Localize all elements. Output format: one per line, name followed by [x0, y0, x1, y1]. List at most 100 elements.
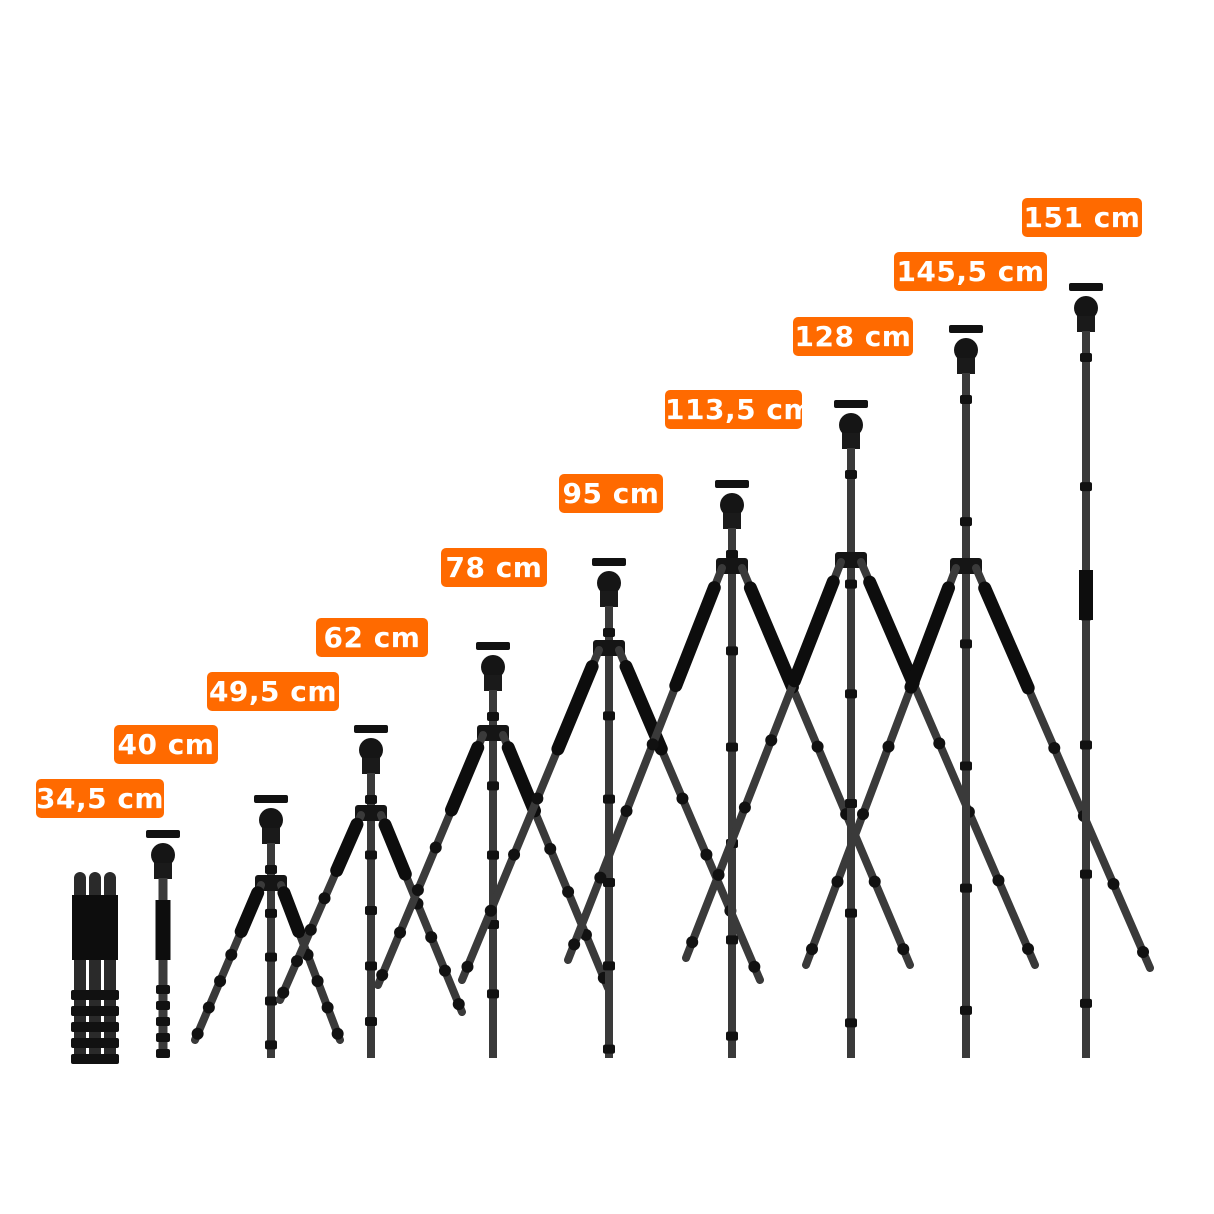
tripod-6-leg-0-lock — [646, 738, 659, 751]
tripod-4-leg-0-lock — [429, 841, 442, 854]
tripod-3-leg-0-lock — [304, 923, 317, 936]
folded-leg-lock-1 — [86, 1022, 104, 1032]
monopod-lock — [156, 1049, 170, 1058]
tripod-5-center-lock — [603, 711, 615, 721]
tripod-3-leg-1-lock — [425, 931, 438, 944]
tripod-3-center-lock — [365, 850, 377, 860]
tripod-3-leg-0-lock — [318, 892, 331, 905]
tripod-3-leg-1-lock — [438, 964, 451, 977]
height-label-7: 128 cm — [793, 317, 913, 356]
tripod-2-leg-0-lock — [214, 975, 227, 988]
tripod-8-center-lock — [960, 883, 972, 893]
tripod-4-center-lock — [487, 712, 499, 721]
monopod-lock — [156, 1001, 170, 1010]
folded-leg-lock-2 — [101, 990, 119, 1000]
tripod-3-center-lock — [365, 1017, 377, 1026]
tripod-4-center-lock — [487, 781, 499, 791]
ballhead-ball-7 — [839, 413, 863, 437]
tripod-5-center-lock — [603, 794, 615, 804]
tripod-7-leg-1-grip — [863, 575, 920, 690]
tripod-6-center-lock — [726, 1031, 738, 1041]
ballhead-plate-icon-2 — [254, 795, 288, 803]
tripod-6-center-lock — [726, 742, 738, 752]
ballhead-base-1 — [154, 863, 172, 879]
tripod-2-leg-0-lock — [202, 1001, 215, 1014]
tripod-9-center-lock — [1080, 353, 1092, 362]
ballhead-base-9 — [1077, 316, 1095, 332]
height-label-5: 95 cm — [559, 474, 663, 513]
ballhead-ball-2 — [259, 808, 283, 832]
height-label-8: 145,5 cm — [894, 252, 1047, 291]
tripod-2-center-lock — [265, 952, 277, 962]
tripod-4-center-lock — [487, 989, 499, 999]
ballhead-base-8 — [957, 358, 975, 374]
tripod-5-leg-0-grip — [551, 660, 599, 756]
tripod-3-center-lock — [365, 961, 377, 971]
tripod-4-leg-0-lock — [411, 884, 424, 896]
tripod-6-leg-1-lock — [811, 740, 824, 753]
tripod-2-leg-0-lock — [225, 948, 238, 961]
folded-leg-lock-2 — [101, 1054, 119, 1064]
tripod-3-leg-1-grip — [378, 818, 412, 881]
height-label-2: 49,5 cm — [207, 672, 339, 711]
ballhead-base-7 — [842, 433, 860, 449]
tripod-5-leg-0-lock — [508, 848, 521, 861]
ballhead-plate-icon-7 — [834, 400, 868, 408]
tripod-9-center-lock — [1080, 482, 1092, 492]
ballhead-base-6 — [723, 513, 741, 529]
tripod-3-center-lock — [365, 795, 377, 804]
tripod-8-center-lock — [960, 1005, 972, 1015]
ballhead-ball-6 — [720, 493, 744, 517]
tripod-8-leg-1-lock — [1137, 946, 1150, 958]
folded-leg-lock-0 — [71, 1054, 89, 1064]
monopod-lock — [156, 1033, 170, 1042]
tripod-5-center-lock — [603, 961, 615, 971]
folded-leg-lock-1 — [86, 990, 104, 1000]
tripod-6-center-lock — [726, 646, 738, 656]
height-label-1: 40 cm — [114, 725, 218, 764]
tripod-5-leg-1-lock — [700, 848, 713, 861]
ballhead-plate-icon-3 — [354, 725, 388, 733]
tripod-6-leg-1-lock — [868, 875, 881, 888]
tripod-7-center-lock — [845, 579, 857, 589]
ballhead-ball-3 — [359, 738, 383, 762]
tripod-7-center-lock — [845, 470, 857, 479]
tripod-3-leg-0-lock — [277, 986, 290, 999]
tripod-2-center-lock — [265, 908, 277, 918]
ballhead-ball-5 — [597, 571, 621, 595]
ballhead-base-2 — [262, 828, 280, 844]
tripod-6-leg-1-lock — [897, 943, 910, 956]
ballhead-ball-4 — [481, 655, 505, 679]
folded-leg-lock-2 — [101, 1038, 119, 1048]
ballhead-plate-icon-9 — [1069, 283, 1103, 291]
monopod-lock — [156, 1017, 170, 1026]
tripod-4-leg-0-lock — [376, 969, 389, 981]
tripod-8-leg-0-lock — [857, 808, 869, 821]
tripod-3-center-lock — [365, 906, 377, 915]
ballhead-base-3 — [362, 758, 380, 774]
tripod-4-leg-0-grip — [445, 741, 485, 817]
tripod-8-center-lock — [960, 395, 972, 404]
ballhead-plate-icon-6 — [715, 480, 749, 488]
height-label-9: 151 cm — [1022, 198, 1142, 237]
tripod-6-center-lock — [726, 550, 738, 559]
tripod-4-leg-1-lock — [544, 842, 557, 855]
height-label-3: 62 cm — [316, 618, 428, 657]
ballhead-ball-8 — [954, 338, 978, 362]
tripod-7-leg-1-lock — [992, 874, 1005, 887]
tripod-8-leg-0-lock — [831, 875, 844, 888]
height-label-0: 34,5 cm — [36, 779, 164, 818]
folded-leg-lock-0 — [71, 1022, 89, 1032]
tripod-9-center-lock — [1080, 998, 1092, 1008]
folded-leg-lock-1 — [86, 1054, 104, 1064]
folded-leg-lock-2 — [101, 1022, 119, 1032]
folded-leg-lock-0 — [71, 1038, 89, 1048]
tripod-2-leg-1-lock — [321, 1001, 334, 1014]
tripod-2-center-lock — [265, 865, 277, 874]
monopod-lock — [156, 985, 170, 994]
tripod-4-center-lock — [487, 850, 499, 860]
ballhead-base-4 — [484, 675, 502, 691]
tripod-2-center-lock — [265, 996, 277, 1006]
folded-leg-lock-1 — [86, 1038, 104, 1048]
